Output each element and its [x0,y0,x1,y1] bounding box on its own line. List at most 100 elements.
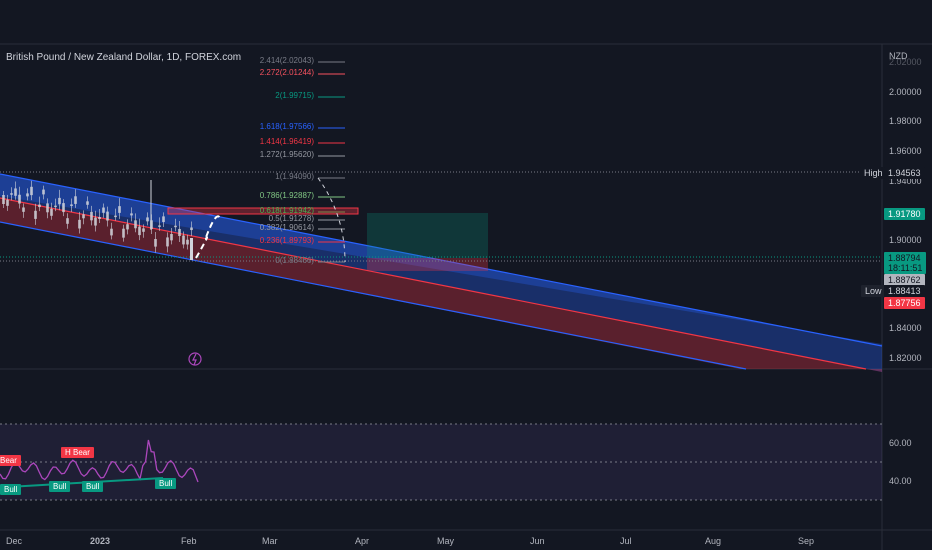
candle-body[interactable] [106,211,109,221]
candlestick-series[interactable] [2,180,193,260]
rsi-line[interactable] [0,439,199,483]
lightning-bolt [192,353,197,366]
candle-body[interactable] [54,205,57,208]
candle-body[interactable] [38,204,41,208]
candle-body[interactable] [126,224,129,230]
fib-level-label: 0.236(1.89793) [259,236,314,245]
channel-bottom-line[interactable] [0,221,747,370]
bull-divergence-tag: Bull [82,481,104,492]
currency-label: NZD [889,51,908,61]
fib-level-label: 0.5(1.91278) [268,214,314,223]
candle-body[interactable] [70,204,73,206]
candle-body[interactable] [22,207,25,212]
candle-body[interactable] [190,227,193,231]
candle-body[interactable] [78,219,81,229]
fib-level-label: 0(1.88466) [275,256,314,265]
candle-body[interactable] [98,217,101,219]
symbol-title[interactable]: British Pound / New Zealand Dollar, 1D, … [6,52,242,63]
candle-body[interactable] [162,216,165,223]
candle-body[interactable] [174,225,177,228]
price-tick: 1.90000 [889,235,922,245]
bar-countdown: 18:11:51 [888,263,923,273]
candle-body[interactable] [86,201,89,205]
resistance-zone[interactable] [167,207,359,215]
price-channel[interactable] [0,173,883,372]
bull-divergence-tag: Bull [155,478,177,489]
time-tick: Dec [6,536,23,546]
candle-body[interactable] [26,193,29,197]
candle-body[interactable] [114,215,117,218]
price-tick: 1.96000 [889,146,922,156]
candle-body[interactable] [50,208,53,216]
high-value: 1.94563 [884,167,925,179]
current-price-value: 1.88794 [888,253,921,263]
projection-path[interactable] [195,215,221,259]
time-tick: Sep [798,536,815,546]
bear-divergence-tag: Bear [0,455,21,466]
channel-top-line[interactable] [0,173,883,347]
fib-level-label: 0.618(1.91942) [259,206,314,215]
candle-body[interactable] [18,194,21,204]
candle-body[interactable] [6,199,9,206]
price-tick: 2.00000 [889,87,922,97]
current-price-badge: 1.88794 18:11:51 [884,252,927,274]
candle-body[interactable] [130,213,133,216]
fib-level-label: 1.414(1.96419) [259,137,314,146]
position-loss-zone[interactable] [367,258,488,271]
candle-body[interactable] [2,195,5,204]
candle-body[interactable] [178,228,181,237]
position-profit-zone[interactable] [367,213,488,258]
candle-body[interactable] [158,225,161,227]
candle-body[interactable] [142,228,145,232]
candle-body[interactable] [186,239,189,245]
candle-body[interactable] [62,203,65,213]
candle-body[interactable] [110,228,113,236]
candle-body[interactable] [14,188,17,196]
candle-body[interactable] [10,193,13,195]
candle-body[interactable] [170,234,173,241]
time-tick: Jun [530,536,545,546]
fib-level-label: 0.786(1.92887) [259,191,314,200]
candle-body[interactable] [102,207,105,213]
candle-body[interactable] [34,210,37,219]
candle-body[interactable] [46,203,49,213]
candle-body[interactable] [66,218,69,224]
fib-level-label: 0.382(1.90614) [259,223,314,232]
time-tick: Aug [705,536,722,546]
candle-body[interactable] [94,217,97,226]
h-bear-divergence-tag: H Bear [61,447,94,458]
candle-body[interactable] [90,211,93,221]
candle-body[interactable] [190,238,193,260]
lightning-icon[interactable] [188,352,202,366]
channel-mid-line[interactable] [0,197,867,370]
candle-body[interactable] [166,237,169,247]
high-label: High [860,167,887,179]
price-tick: 1.98000 [889,116,922,126]
time-tick: Apr [355,536,370,546]
candle-body[interactable] [118,206,121,213]
candle-body[interactable] [138,226,141,236]
last-price-badge: 1.91780 [884,208,925,220]
candle-body[interactable] [182,235,185,245]
price-tick-partial: 2.02000 [889,57,922,67]
candle-body[interactable] [42,189,45,195]
prev-price-badge: 1.88762 [884,274,925,286]
fib-level-label: 2.272(2.01244) [259,68,314,77]
fib-level-label: 2.414(2.02043) [259,56,314,65]
time-tick: Jul [620,536,632,546]
low-value: 1.88413 [884,285,925,297]
fib-extension-lines[interactable] [318,61,345,263]
candle-body[interactable] [30,186,33,196]
candle-body[interactable] [146,217,149,222]
rsi-tick: 60.00 [889,438,912,448]
candle-body[interactable] [58,197,61,205]
candle-body[interactable] [82,214,85,219]
candle-body[interactable] [74,196,77,204]
time-tick: Feb [181,536,197,546]
candle-body[interactable] [134,220,137,229]
red-price-badge: 1.87756 [884,297,925,309]
candle-body[interactable] [122,228,125,238]
price-tick: 1.94000 [889,176,922,186]
candle-body[interactable] [154,239,157,247]
